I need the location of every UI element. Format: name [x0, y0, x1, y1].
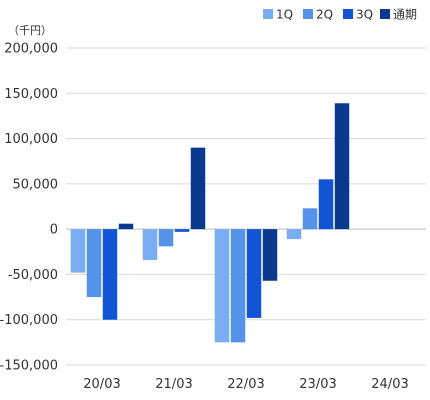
legend-label: 2Q	[316, 8, 333, 22]
y-tick-label: -150,000	[0, 359, 58, 374]
bar	[334, 103, 350, 230]
y-tick-label: 50,000	[13, 177, 59, 192]
x-tick-label: 21/03	[155, 377, 192, 392]
bar	[142, 229, 158, 260]
y-tick-label: 0	[50, 223, 58, 238]
y-axis: 200,000 150,000 100,000 50,000 0 -50,000 -100,…	[0, 42, 58, 374]
bar	[102, 229, 118, 320]
x-tick-label: 24/03	[371, 377, 408, 392]
bar	[70, 229, 86, 273]
legend-label: 1Q	[276, 8, 293, 22]
legend-swatch	[303, 9, 313, 19]
legend-label: 3Q	[356, 8, 373, 22]
bar	[174, 229, 190, 232]
y-tick-label: 200,000	[4, 42, 58, 57]
x-tick-label: 20/03	[83, 377, 120, 392]
unit-label: （千円）	[8, 24, 52, 37]
y-tick-label: -50,000	[8, 268, 58, 283]
bar	[158, 229, 174, 247]
bars	[70, 103, 350, 343]
legend: 1Q 2Q 3Q 通期	[263, 8, 417, 22]
bar	[246, 229, 262, 318]
legend-swatch	[380, 9, 390, 19]
bar	[230, 229, 246, 343]
x-tick-label: 22/03	[227, 377, 264, 392]
x-axis: 20/03 21/03 22/03 23/03 24/03	[83, 377, 408, 392]
bar	[190, 147, 206, 230]
y-tick-label: 100,000	[4, 132, 58, 147]
legend-swatch	[343, 9, 353, 19]
bar	[118, 223, 134, 230]
y-tick-label: -100,000	[0, 313, 58, 328]
y-tick-label: 150,000	[4, 87, 58, 102]
gridlines	[66, 47, 426, 366]
legend-swatch	[263, 9, 273, 19]
bar	[286, 229, 302, 240]
legend-label: 通期	[393, 8, 417, 22]
bar	[318, 179, 334, 230]
bar	[214, 229, 230, 343]
bar	[262, 229, 278, 281]
bar	[302, 208, 318, 230]
x-tick-label: 23/03	[299, 377, 336, 392]
bar	[86, 229, 102, 298]
